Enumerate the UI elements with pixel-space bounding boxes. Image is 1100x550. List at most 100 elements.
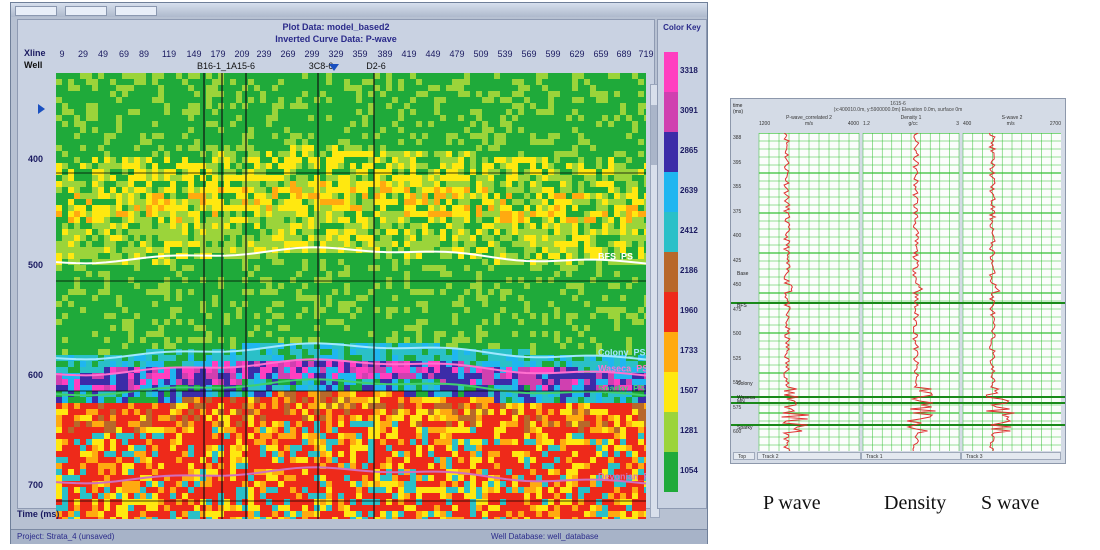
impedance-cell [350, 373, 357, 380]
impedance-cell [410, 283, 417, 290]
impedance-cell [302, 247, 309, 254]
impedance-cell [128, 199, 135, 206]
impedance-cell [236, 421, 243, 428]
impedance-cell [356, 415, 363, 422]
impedance-cell [134, 481, 141, 488]
impedance-cell [290, 247, 297, 254]
impedance-cell [386, 235, 393, 242]
impedance-cell [146, 85, 153, 92]
impedance-cell [308, 229, 315, 236]
impedance-cell [224, 109, 231, 116]
impedance-cell [146, 73, 153, 80]
impedance-cell [374, 211, 381, 218]
impedance-cell [140, 115, 147, 122]
xline-tick: 569 [521, 49, 537, 59]
impedance-cell [74, 73, 81, 80]
impedance-cell [104, 205, 111, 212]
impedance-cell [260, 397, 267, 404]
impedance-cell [278, 355, 285, 362]
impedance-cell [212, 211, 219, 218]
impedance-cell [104, 337, 111, 344]
impedance-cell [392, 367, 399, 374]
impedance-cell [338, 193, 345, 200]
impedance-cell [350, 421, 357, 428]
impedance-cell [236, 193, 243, 200]
impedance-cell [152, 121, 159, 128]
impedance-cell [254, 259, 261, 266]
impedance-cell [266, 343, 273, 350]
menu-button-1[interactable] [15, 6, 57, 16]
impedance-cell [272, 451, 279, 458]
impedance-cell [290, 427, 297, 434]
menu-button-3[interactable] [115, 6, 157, 16]
impedance-cell [92, 313, 99, 320]
impedance-cell [254, 343, 261, 350]
menu-button-2[interactable] [65, 6, 107, 16]
impedance-cell [242, 127, 249, 134]
impedance-cell [326, 133, 333, 140]
impedance-cell [164, 307, 171, 314]
impedance-cell [86, 127, 93, 134]
impedance-cell [110, 397, 117, 404]
impedance-cell [422, 121, 429, 128]
impedance-cell [236, 109, 243, 116]
impedance-cell [284, 367, 291, 374]
impedance-cell [98, 451, 105, 458]
impedance-cell [410, 493, 417, 500]
impedance-cell [206, 187, 213, 194]
impedance-cell [254, 475, 261, 482]
impedance-cell [428, 367, 435, 374]
impedance-cell [284, 343, 291, 350]
impedance-cell [422, 343, 429, 350]
impedance-cell [338, 295, 345, 302]
impedance-cell [278, 361, 285, 368]
impedance-cell [332, 511, 339, 518]
impedance-cell [140, 85, 147, 92]
impedance-cell [218, 505, 225, 512]
impedance-cell [242, 409, 249, 416]
impedance-cell [224, 259, 231, 266]
current-time-marker-icon[interactable] [38, 104, 45, 114]
impedance-cell [188, 439, 195, 446]
impedance-cell [188, 181, 195, 188]
impedance-cell [260, 313, 267, 320]
impedance-cell [248, 193, 255, 200]
impedance-cell [314, 397, 321, 404]
impedance-cell [398, 349, 405, 356]
impedance-cell [170, 235, 177, 242]
impedance-cell [134, 307, 141, 314]
impedance-cell [200, 175, 207, 182]
impedance-cell [92, 469, 99, 476]
impedance-cell [152, 109, 159, 116]
impedance-cell [194, 223, 201, 230]
impedance-cell [266, 85, 273, 92]
impedance-cell [398, 211, 405, 218]
seismic-section[interactable]: BFS_PSColony_PSWaseca_PSSparky_PSDevonia… [56, 73, 646, 519]
impedance-cell [350, 325, 357, 332]
impedance-cell [212, 487, 219, 494]
impedance-cell [380, 457, 387, 464]
impedance-cell [446, 403, 453, 410]
impedance-cell [56, 415, 63, 422]
impedance-cell [218, 115, 225, 122]
impedance-cell [176, 379, 183, 386]
impedance-cell [242, 415, 249, 422]
impedance-cell [308, 205, 315, 212]
impedance-cell [320, 109, 327, 116]
impedance-cell [230, 259, 237, 266]
impedance-cell [176, 193, 183, 200]
impedance-cell [230, 433, 237, 440]
impedance-cell [398, 517, 405, 519]
impedance-cell [440, 151, 447, 158]
impedance-cell [422, 205, 429, 212]
impedance-cell [326, 109, 333, 116]
current-xline-marker-icon[interactable] [329, 64, 339, 71]
impedance-cell [200, 115, 207, 122]
impedance-cell [302, 307, 309, 314]
impedance-cell [386, 145, 393, 152]
impedance-cell [86, 457, 93, 464]
impedance-cell [194, 145, 201, 152]
impedance-cell [338, 511, 345, 518]
impedance-cell [278, 403, 285, 410]
impedance-cell [380, 223, 387, 230]
